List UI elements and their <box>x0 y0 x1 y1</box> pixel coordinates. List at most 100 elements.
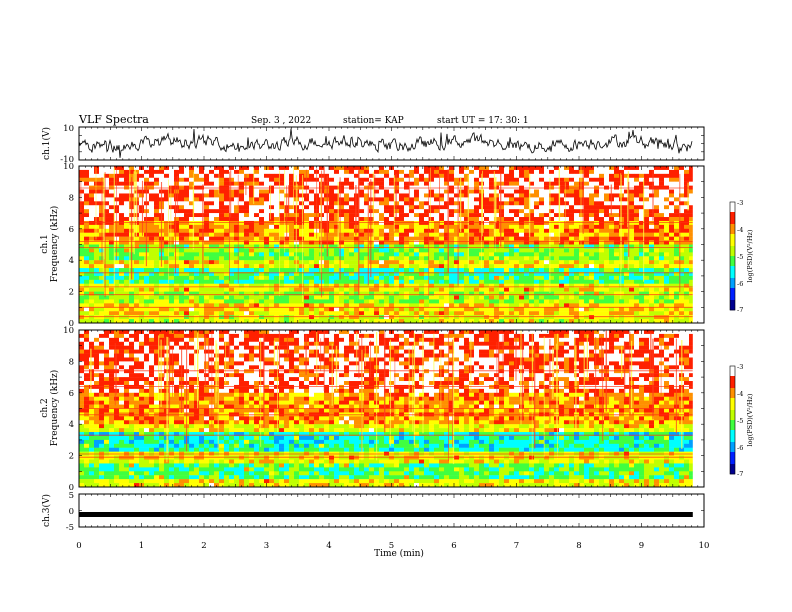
spectrogram-cell <box>214 268 220 273</box>
spectrogram-cell <box>479 268 485 273</box>
spectrogram-cell <box>309 268 315 273</box>
spectrogram-cell <box>389 240 395 245</box>
spectrogram-cell <box>634 169 640 175</box>
spectrogram-cell <box>564 193 570 198</box>
spectrogram-cell <box>379 173 385 178</box>
spectrogram-cell <box>354 303 360 308</box>
spectrogram-cell <box>494 166 500 171</box>
spectrogram-cell <box>374 232 380 237</box>
spectrogram-cell <box>124 303 130 308</box>
spectrogram-cell <box>664 271 670 277</box>
spectrogram-cell <box>399 166 405 171</box>
spectrogram-cell <box>644 205 650 210</box>
spectrogram-cell <box>239 217 245 222</box>
spectrogram-cell <box>124 236 130 241</box>
spectrogram-cell <box>509 228 515 233</box>
spectrogram-cell <box>409 169 415 175</box>
spectrogram-cell <box>484 213 490 218</box>
spectrogram-cell <box>464 220 470 226</box>
spectrogram-cell <box>669 260 675 265</box>
spectrogram-cell <box>524 220 530 226</box>
spectrogram-cell <box>669 279 675 284</box>
spectrogram-cell <box>444 232 450 237</box>
spectrogram-cell <box>474 217 480 222</box>
spectrogram-cell <box>354 189 360 194</box>
spectrogram-cell <box>564 271 570 277</box>
spectrogram-cell <box>644 248 650 253</box>
spectrogram-cell <box>384 299 390 304</box>
spectrogram-cell <box>224 279 230 284</box>
spectrogram-cell <box>174 307 180 312</box>
spectrogram-cell <box>389 291 395 296</box>
spectrogram-cell <box>684 205 690 210</box>
spectrogram-cell <box>644 307 650 312</box>
spectrogram-cell <box>94 224 100 230</box>
spectrogram-cell <box>444 268 450 273</box>
spectrogram-cell <box>234 307 240 312</box>
spectrogram-cell <box>139 307 145 312</box>
spectrogram-cell <box>314 256 320 261</box>
spectrogram-cell <box>184 181 190 186</box>
spectrogram-cell <box>289 224 295 230</box>
spectrogram-cell <box>259 166 265 171</box>
spectrogram-cell <box>244 252 250 257</box>
spectrogram-cell <box>484 173 490 178</box>
spectrogram-cell <box>234 217 240 222</box>
spectrogram-cell <box>479 295 485 300</box>
spectrogram-cell <box>564 256 570 261</box>
spectrogram-cell <box>274 240 280 245</box>
spectrogram-cell <box>434 260 440 265</box>
spectrogram-cell <box>274 307 280 312</box>
spectrogram-cell <box>599 169 605 175</box>
spectrogram-cell <box>234 228 240 233</box>
spectrogram-cell <box>139 181 145 186</box>
spectrogram-cell <box>104 260 110 265</box>
spectrogram-cell <box>309 177 315 182</box>
spectrogram-cell <box>669 224 675 230</box>
spectrogram-cell <box>414 213 420 218</box>
spectrogram-cell <box>569 220 575 226</box>
spectrogram-cell <box>439 268 445 273</box>
spectrogram-cell <box>679 181 685 186</box>
spectrogram-cell <box>199 299 205 304</box>
spectrogram-cell <box>144 291 150 296</box>
spectrogram-cell <box>249 189 255 194</box>
spectrogram-cell <box>194 205 200 210</box>
spectrogram-cell <box>149 283 155 288</box>
spectrogram-cell <box>229 228 235 233</box>
spectrogram-cell <box>154 224 160 230</box>
spectrogram-cell <box>614 311 620 316</box>
spectrogram-cell <box>89 169 95 175</box>
spectrogram-cell <box>214 213 220 218</box>
spectrogram-cell <box>239 307 245 312</box>
spectrogram-cell <box>109 193 115 198</box>
spectrogram-cell <box>199 173 205 178</box>
spectrogram-cell <box>299 205 305 210</box>
spectrogram-cell <box>84 283 90 288</box>
spectrogram-cell <box>509 224 515 230</box>
spectrogram-cell <box>89 166 95 171</box>
spectrogram-cell <box>179 213 185 218</box>
spectrogram-cell <box>504 264 510 269</box>
spectrogram-cell <box>274 228 280 233</box>
spectrogram-cell <box>604 311 610 316</box>
spectrogram-cell <box>439 232 445 237</box>
spectrogram-cell <box>194 181 200 186</box>
spectrogram-cell <box>214 311 220 316</box>
spectrogram-cell <box>94 205 100 210</box>
spectrogram-cell <box>329 236 335 241</box>
spectrogram-cell <box>364 173 370 178</box>
spectrogram-cell <box>669 232 675 237</box>
spectrogram-cell <box>519 244 525 249</box>
spectrogram-cell <box>669 189 675 194</box>
spectrogram-cell <box>204 268 210 273</box>
spectrogram-cell <box>624 173 630 178</box>
spectrogram-cell <box>559 268 565 273</box>
spectrogram-cell <box>519 177 525 182</box>
spectrogram-cell <box>259 193 265 198</box>
spectrogram-cell <box>544 177 550 182</box>
spectrogram-cell <box>389 205 395 210</box>
spectrogram-cell <box>334 173 340 178</box>
spectrogram-cell <box>354 224 360 230</box>
spectrogram-cell <box>429 193 435 198</box>
